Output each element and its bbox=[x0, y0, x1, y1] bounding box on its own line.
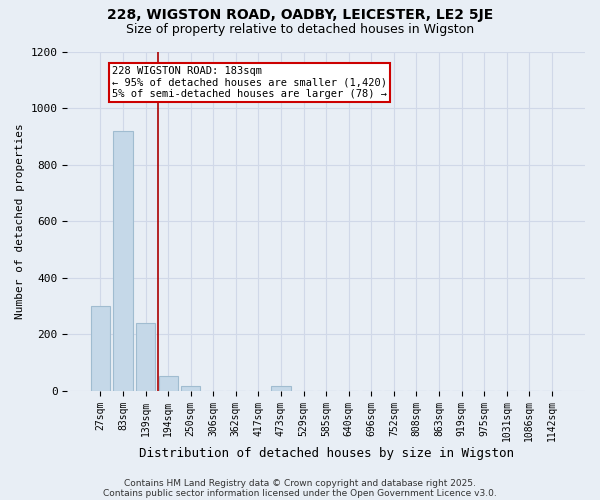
Y-axis label: Number of detached properties: Number of detached properties bbox=[15, 123, 25, 319]
Bar bbox=[271, 386, 290, 390]
Bar bbox=[181, 386, 200, 390]
Bar bbox=[113, 130, 133, 390]
X-axis label: Distribution of detached houses by size in Wigston: Distribution of detached houses by size … bbox=[139, 447, 514, 460]
Bar bbox=[136, 323, 155, 390]
Text: Contains public sector information licensed under the Open Government Licence v3: Contains public sector information licen… bbox=[103, 488, 497, 498]
Bar bbox=[91, 306, 110, 390]
Bar bbox=[158, 376, 178, 390]
Text: 228, WIGSTON ROAD, OADBY, LEICESTER, LE2 5JE: 228, WIGSTON ROAD, OADBY, LEICESTER, LE2… bbox=[107, 8, 493, 22]
Text: Size of property relative to detached houses in Wigston: Size of property relative to detached ho… bbox=[126, 22, 474, 36]
Text: Contains HM Land Registry data © Crown copyright and database right 2025.: Contains HM Land Registry data © Crown c… bbox=[124, 478, 476, 488]
Text: 228 WIGSTON ROAD: 183sqm
← 95% of detached houses are smaller (1,420)
5% of semi: 228 WIGSTON ROAD: 183sqm ← 95% of detach… bbox=[112, 66, 386, 99]
